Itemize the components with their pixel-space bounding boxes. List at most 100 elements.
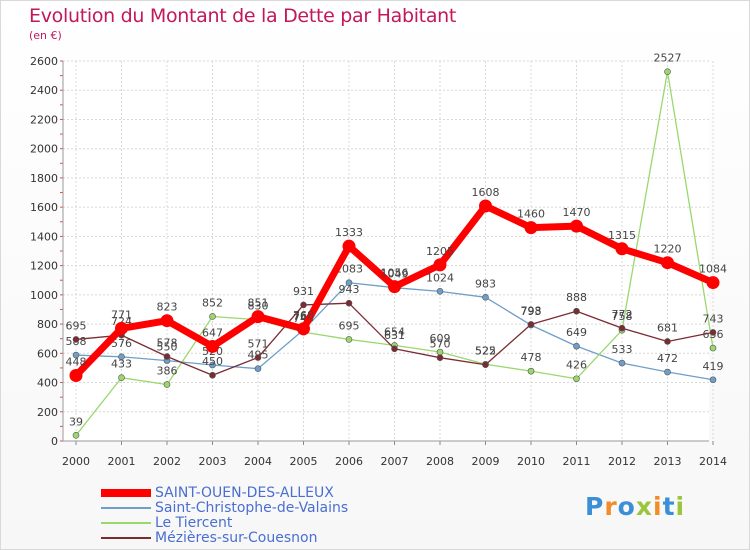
data-label: 550 (157, 341, 178, 354)
legend-item: SAINT-OUEN-DES-ALLEUX (101, 485, 348, 500)
data-point (527, 321, 535, 328)
y-tick-label: 2400 (30, 84, 58, 97)
data-point (342, 239, 356, 253)
data-point (209, 313, 216, 320)
y-tick-label: 1000 (30, 289, 58, 302)
x-tick-label: 2005 (290, 455, 318, 468)
proxiti-logo: Proxiti (585, 492, 685, 521)
data-point (618, 324, 626, 332)
data-point (345, 336, 353, 343)
x-tick-label: 2002 (153, 455, 181, 468)
data-point (570, 219, 583, 233)
data-label: 39 (69, 415, 83, 428)
data-point (254, 365, 262, 372)
logo-letter: o (617, 492, 636, 521)
data-label: 426 (566, 359, 587, 372)
data-label: 525 (475, 344, 496, 357)
data-label: 472 (657, 352, 678, 365)
data-point (709, 376, 717, 384)
x-tick-label: 2011 (563, 455, 591, 468)
data-label: 1024 (426, 271, 454, 284)
data-label: 695 (66, 319, 87, 332)
data-label: 649 (566, 326, 587, 339)
data-point (115, 321, 128, 335)
legend-item: Saint-Christophe-de-Valains (101, 500, 348, 515)
data-label: 1470 (563, 206, 591, 219)
data-label: 533 (612, 343, 633, 356)
data-label: 419 (703, 360, 724, 373)
data-point (664, 68, 671, 75)
data-label: 793 (521, 305, 542, 318)
data-point (482, 361, 489, 369)
data-label: 823 (157, 301, 178, 314)
data-point (388, 280, 401, 294)
data-point (433, 258, 447, 272)
data-label: 695 (339, 319, 360, 332)
data-label: 851 (248, 297, 269, 310)
data-label: 1315 (608, 229, 636, 242)
chart-subtitle: (en €) (29, 29, 62, 42)
legend-label: Mézières-sur-Couesnon (155, 529, 318, 546)
x-tick-label: 2004 (244, 455, 272, 468)
legend-swatch (101, 521, 151, 524)
data-label: 448 (66, 356, 87, 369)
data-label: 743 (703, 312, 724, 325)
legend-label: SAINT-OUEN-DES-ALLEUX (155, 484, 334, 501)
data-label: 830 (248, 300, 269, 313)
data-point (573, 307, 580, 315)
data-point (118, 374, 125, 382)
data-point (206, 339, 219, 353)
legend-swatch (101, 506, 151, 509)
data-label: 681 (657, 321, 678, 334)
legend-item: Le Tiercent (101, 515, 348, 530)
y-tick-label: 1200 (30, 260, 58, 273)
x-tick-label: 2008 (426, 455, 454, 468)
data-point (118, 353, 125, 361)
data-point (479, 199, 492, 213)
data-point (482, 294, 489, 301)
data-point (664, 338, 671, 345)
data-point (345, 279, 353, 287)
data-point (72, 431, 80, 439)
data-label: 570 (430, 338, 451, 351)
x-tick-label: 2014 (699, 455, 727, 468)
data-point (391, 345, 398, 353)
x-tick-label: 2001 (108, 455, 136, 468)
data-point (709, 329, 717, 336)
data-label: 433 (111, 358, 132, 371)
data-point (661, 256, 674, 270)
data-label: 2527 (654, 52, 682, 65)
y-tick-label: 2200 (30, 113, 58, 126)
data-point (209, 371, 216, 379)
x-tick-label: 2007 (381, 455, 409, 468)
data-point (345, 299, 353, 307)
logo-letter: P (585, 492, 605, 521)
logo-letter: x (635, 492, 653, 521)
y-tick-label: 400 (37, 377, 58, 390)
data-point (254, 354, 262, 361)
data-label: 772 (612, 308, 633, 321)
data-label: 450 (202, 355, 223, 368)
data-label: 1084 (699, 263, 727, 276)
data-point (573, 342, 580, 350)
x-tick-label: 2003 (199, 455, 227, 468)
data-point (209, 361, 216, 369)
data-label: 631 (384, 329, 405, 342)
data-point (297, 322, 310, 336)
data-point (524, 221, 538, 235)
data-point (664, 368, 671, 376)
data-label: 576 (111, 337, 132, 350)
data-label: 1220 (654, 243, 682, 256)
data-label: 888 (566, 291, 587, 304)
x-tick-label: 2000 (62, 455, 90, 468)
data-point (72, 351, 80, 359)
data-point (163, 353, 171, 360)
data-point (618, 359, 626, 367)
x-tick-label: 2009 (472, 455, 500, 468)
data-point (706, 276, 720, 290)
legend-item: Mézières-sur-Couesnon (101, 530, 348, 545)
y-tick-label: 2000 (30, 143, 58, 156)
logo-letter: t (662, 492, 676, 521)
data-point (573, 375, 580, 383)
